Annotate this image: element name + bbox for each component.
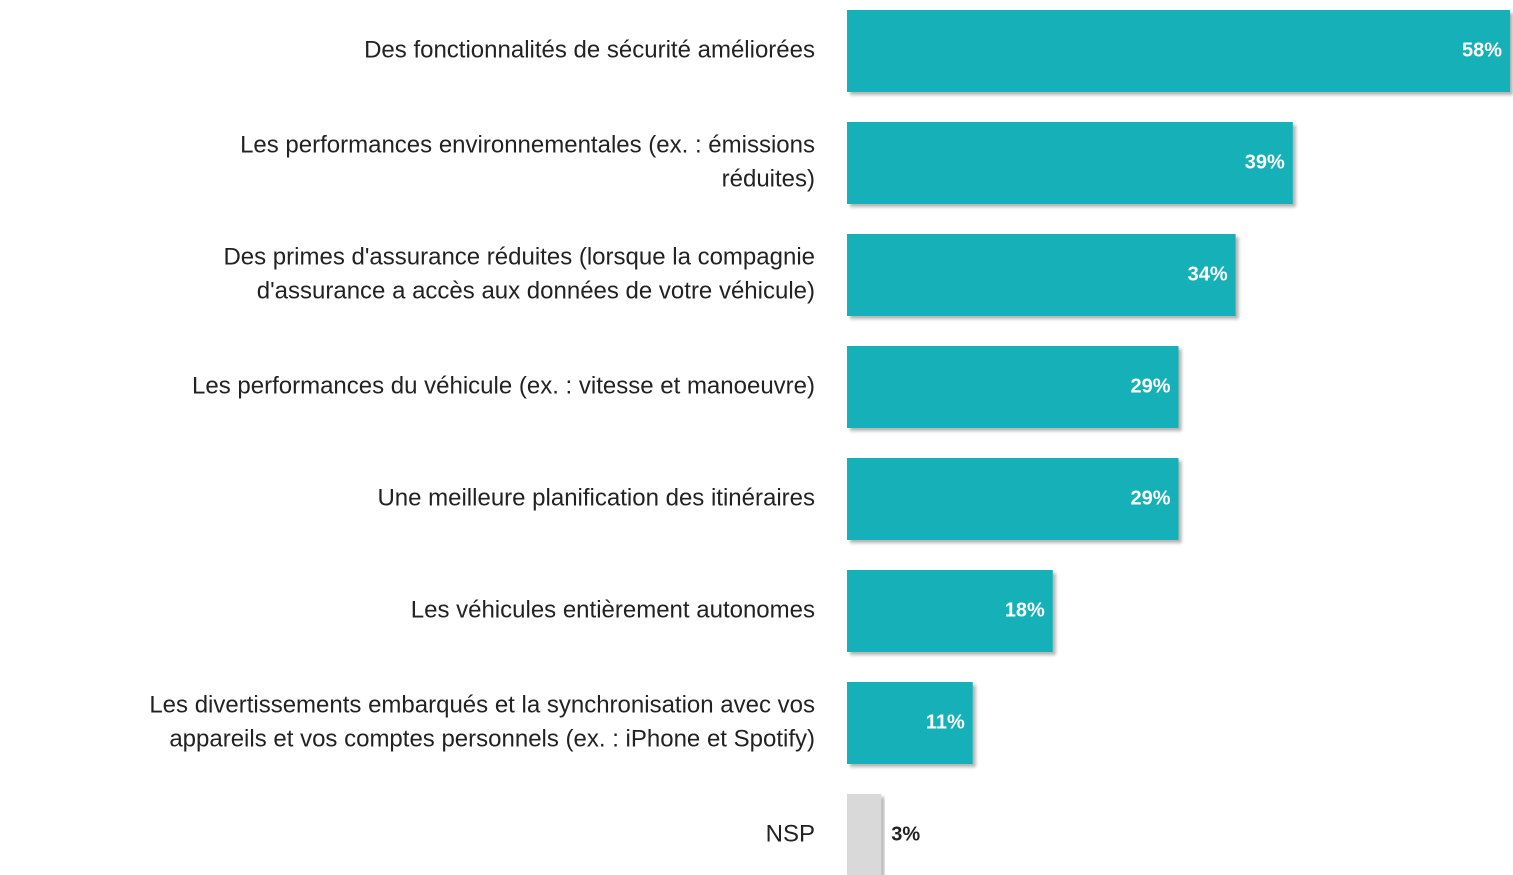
category-label: appareils et vos comptes personnels (ex.… [169, 725, 815, 752]
bar [847, 794, 882, 875]
value-label: 39% [1245, 151, 1285, 173]
bar [847, 10, 1510, 92]
category-label: Les véhicules entièrement autonomes [411, 596, 815, 623]
value-label: 58% [1462, 39, 1502, 61]
category-label: Une meilleure planification des itinérai… [377, 484, 815, 511]
value-label: 3% [891, 823, 920, 845]
category-label: d'assurance a accès aux données de votre… [257, 277, 815, 304]
value-label: 29% [1130, 375, 1170, 397]
bar [847, 458, 1179, 540]
bar [847, 122, 1293, 204]
category-label: Des fonctionnalités de sécurité amélioré… [364, 36, 815, 63]
bar [847, 570, 1053, 652]
category-label: réduites) [722, 165, 815, 192]
category-label: Les performances du véhicule (ex. : vite… [192, 372, 815, 399]
category-label: Les performances environnementales (ex. … [240, 131, 815, 158]
bar [847, 682, 973, 764]
value-label: 29% [1130, 487, 1170, 509]
category-label: NSP [766, 820, 815, 847]
value-label: 11% [926, 711, 965, 733]
value-label: 18% [1005, 599, 1045, 621]
bar [847, 346, 1179, 428]
bar [847, 234, 1236, 316]
value-label: 34% [1188, 263, 1228, 285]
category-label: Des primes d'assurance réduites (lorsque… [223, 243, 815, 270]
category-label: Les divertissements embarqués et la sync… [149, 691, 815, 718]
